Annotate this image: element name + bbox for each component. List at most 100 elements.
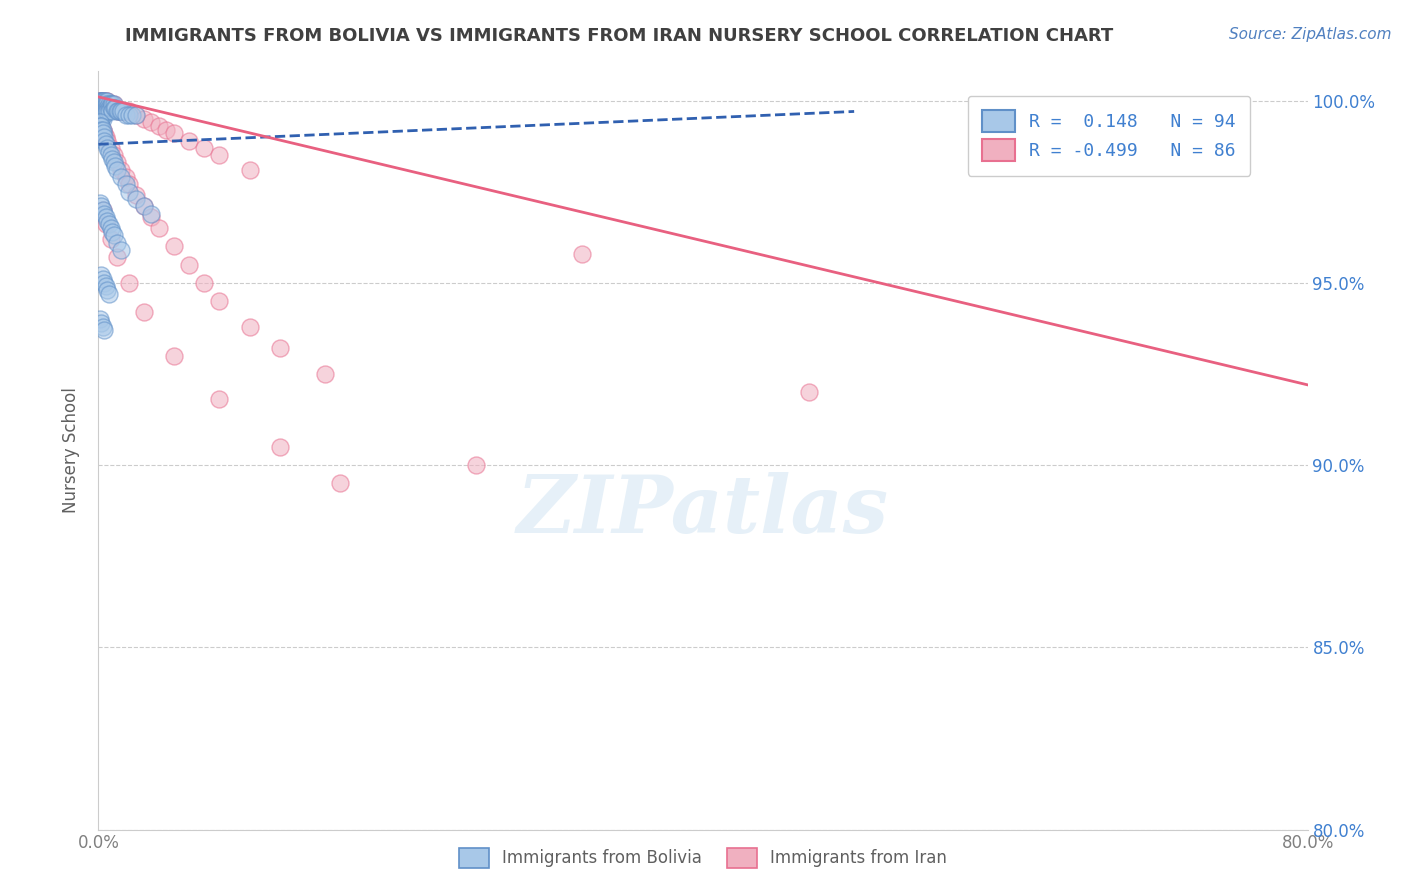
Y-axis label: Nursery School: Nursery School bbox=[62, 387, 80, 514]
Point bbox=[110, 162, 132, 177]
Point bbox=[89, 312, 111, 326]
Point bbox=[89, 195, 111, 210]
Point bbox=[163, 349, 186, 363]
Point bbox=[91, 94, 114, 108]
Point bbox=[179, 258, 201, 272]
Point bbox=[90, 101, 112, 115]
Point bbox=[90, 97, 112, 112]
Point bbox=[90, 199, 112, 213]
Point bbox=[111, 104, 134, 119]
Point bbox=[94, 101, 117, 115]
Point bbox=[114, 108, 136, 122]
Point bbox=[155, 122, 177, 136]
Point bbox=[98, 101, 121, 115]
Point bbox=[91, 272, 114, 286]
Point bbox=[94, 218, 117, 232]
Point bbox=[103, 148, 125, 162]
Point bbox=[91, 319, 114, 334]
Point bbox=[125, 108, 148, 122]
Point bbox=[101, 97, 124, 112]
Point bbox=[103, 97, 125, 112]
Point bbox=[89, 94, 111, 108]
Point bbox=[94, 130, 117, 145]
Point bbox=[91, 94, 114, 108]
Point bbox=[208, 293, 231, 308]
Point bbox=[118, 108, 141, 122]
Point bbox=[96, 94, 118, 108]
Legend: R =  0.148   N = 94, R = -0.499   N = 86: R = 0.148 N = 94, R = -0.499 N = 86 bbox=[967, 95, 1250, 176]
Point bbox=[91, 108, 114, 122]
Point bbox=[101, 97, 124, 112]
Point bbox=[108, 104, 131, 119]
Point bbox=[105, 104, 128, 119]
Point bbox=[100, 141, 122, 155]
Point bbox=[269, 440, 291, 454]
Point bbox=[93, 276, 115, 290]
Point bbox=[94, 104, 117, 119]
Point bbox=[89, 97, 111, 112]
Point bbox=[94, 279, 117, 293]
Point bbox=[239, 319, 262, 334]
Point bbox=[132, 305, 155, 319]
Point bbox=[148, 221, 170, 235]
Point bbox=[94, 137, 117, 152]
Point bbox=[105, 250, 128, 264]
Point bbox=[465, 458, 488, 472]
Point bbox=[132, 112, 155, 126]
Point bbox=[91, 101, 114, 115]
Point bbox=[104, 101, 127, 115]
Point bbox=[114, 104, 136, 119]
Point bbox=[571, 246, 593, 260]
Point bbox=[110, 104, 132, 119]
Point bbox=[179, 134, 201, 148]
Point bbox=[103, 228, 125, 243]
Point bbox=[93, 101, 115, 115]
Point bbox=[91, 101, 114, 115]
Point bbox=[94, 97, 117, 112]
Point bbox=[141, 115, 163, 129]
Point bbox=[105, 101, 128, 115]
Point bbox=[91, 97, 114, 112]
Point bbox=[132, 199, 155, 213]
Text: IMMIGRANTS FROM BOLIVIA VS IMMIGRANTS FROM IRAN NURSERY SCHOOL CORRELATION CHART: IMMIGRANTS FROM BOLIVIA VS IMMIGRANTS FR… bbox=[125, 27, 1112, 45]
Point bbox=[108, 104, 131, 119]
Point bbox=[105, 235, 128, 250]
Point bbox=[90, 94, 112, 108]
Legend: Immigrants from Bolivia, Immigrants from Iran: Immigrants from Bolivia, Immigrants from… bbox=[453, 841, 953, 875]
Point bbox=[91, 202, 114, 217]
Point bbox=[91, 122, 114, 136]
Point bbox=[101, 101, 124, 115]
Point bbox=[91, 97, 114, 112]
Point bbox=[110, 243, 132, 257]
Point bbox=[96, 141, 118, 155]
Point bbox=[93, 97, 115, 112]
Point bbox=[93, 94, 115, 108]
Point bbox=[96, 97, 118, 112]
Point bbox=[96, 283, 118, 297]
Point bbox=[208, 148, 231, 162]
Point bbox=[94, 97, 117, 112]
Point bbox=[125, 108, 148, 122]
Point bbox=[91, 104, 114, 119]
Point bbox=[90, 94, 112, 108]
Point bbox=[96, 101, 118, 115]
Point bbox=[96, 97, 118, 112]
Point bbox=[103, 97, 125, 112]
Point bbox=[89, 94, 111, 108]
Point bbox=[118, 104, 141, 119]
Point bbox=[125, 192, 148, 206]
Point bbox=[110, 170, 132, 185]
Point bbox=[93, 101, 115, 115]
Point bbox=[107, 104, 129, 119]
Point bbox=[90, 94, 112, 108]
Point bbox=[94, 94, 117, 108]
Point bbox=[100, 101, 122, 115]
Point bbox=[105, 155, 128, 169]
Point bbox=[91, 108, 114, 122]
Point bbox=[132, 199, 155, 213]
Point bbox=[148, 119, 170, 133]
Point bbox=[118, 178, 141, 192]
Point bbox=[93, 94, 115, 108]
Point bbox=[94, 94, 117, 108]
Point bbox=[98, 104, 121, 119]
